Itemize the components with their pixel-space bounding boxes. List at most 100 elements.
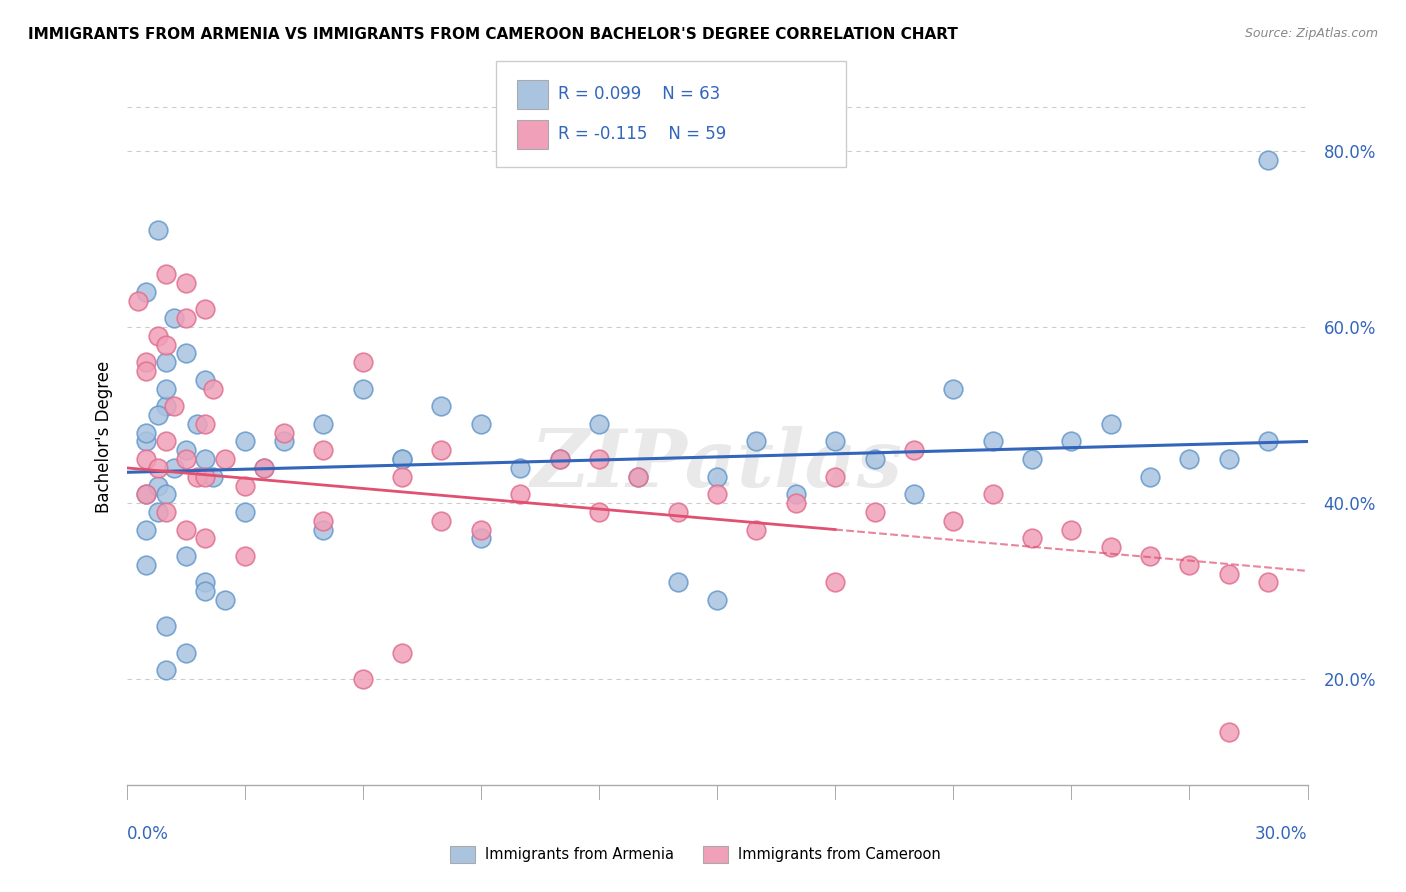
Point [312, 443, 335, 458]
Point [706, 593, 728, 607]
Point [942, 514, 965, 528]
Point [202, 469, 225, 483]
Point [174, 346, 197, 360]
Point [1218, 566, 1240, 581]
Point [146, 223, 169, 237]
Point [352, 382, 374, 396]
Point [135, 558, 157, 572]
Point [155, 664, 177, 678]
Point [312, 417, 335, 431]
Point [470, 417, 492, 431]
Point [352, 673, 374, 687]
Text: 30.0%: 30.0% [1256, 824, 1308, 843]
Point [1178, 452, 1201, 467]
Point [273, 434, 295, 449]
Point [155, 487, 177, 501]
Point [194, 469, 217, 483]
Point [1060, 434, 1083, 449]
Point [785, 487, 807, 501]
Point [391, 469, 413, 483]
Text: 0.0%: 0.0% [127, 824, 169, 843]
Point [1218, 725, 1240, 739]
Point [824, 434, 846, 449]
Point [312, 523, 335, 537]
Point [391, 452, 413, 467]
Point [186, 469, 208, 483]
Point [981, 487, 1004, 501]
Point [1099, 417, 1122, 431]
Point [233, 505, 256, 519]
Point [509, 487, 531, 501]
Point [155, 619, 177, 633]
Point [942, 382, 965, 396]
Point [146, 461, 169, 475]
Point [146, 505, 169, 519]
Point [785, 496, 807, 510]
Point [903, 443, 925, 458]
Point [666, 575, 689, 590]
Point [163, 399, 186, 413]
Point [135, 425, 157, 440]
Point [135, 487, 157, 501]
Point [174, 276, 197, 290]
Point [155, 267, 177, 281]
Point [146, 328, 169, 343]
Point [824, 575, 846, 590]
Point [588, 417, 610, 431]
Point [253, 461, 276, 475]
Point [135, 355, 157, 369]
Point [903, 487, 925, 501]
Point [194, 302, 217, 317]
Point [135, 285, 157, 299]
Text: ZIPatlas: ZIPatlas [531, 426, 903, 504]
Point [706, 469, 728, 483]
Point [1021, 532, 1043, 546]
Point [627, 469, 650, 483]
Point [155, 382, 177, 396]
Point [146, 478, 169, 492]
Point [470, 532, 492, 546]
Point [194, 584, 217, 599]
Point [135, 364, 157, 378]
Point [824, 469, 846, 483]
Point [430, 443, 453, 458]
Text: Source: ZipAtlas.com: Source: ZipAtlas.com [1244, 27, 1378, 40]
Point [174, 452, 197, 467]
Point [127, 293, 149, 308]
Point [1178, 558, 1201, 572]
Point [470, 523, 492, 537]
Point [745, 523, 768, 537]
Point [174, 311, 197, 326]
Point [233, 549, 256, 563]
Point [135, 523, 157, 537]
Point [981, 434, 1004, 449]
Point [1099, 540, 1122, 554]
Point [863, 505, 886, 519]
Text: Immigrants from Cameroon: Immigrants from Cameroon [738, 847, 941, 862]
Point [174, 549, 197, 563]
Point [155, 434, 177, 449]
Point [1021, 452, 1043, 467]
Point [627, 469, 650, 483]
Point [430, 514, 453, 528]
Point [312, 514, 335, 528]
Point [588, 452, 610, 467]
Point [155, 505, 177, 519]
Point [135, 487, 157, 501]
Point [1139, 469, 1161, 483]
Point [391, 452, 413, 467]
Point [194, 575, 217, 590]
Point [194, 532, 217, 546]
Y-axis label: Bachelor's Degree: Bachelor's Degree [94, 361, 112, 513]
Point [548, 452, 571, 467]
Point [1060, 523, 1083, 537]
Point [146, 408, 169, 422]
Point [588, 505, 610, 519]
Point [214, 452, 236, 467]
Point [214, 593, 236, 607]
Point [174, 443, 197, 458]
Point [155, 337, 177, 351]
Point [706, 487, 728, 501]
Text: R = 0.099    N = 63: R = 0.099 N = 63 [558, 85, 720, 103]
Point [253, 461, 276, 475]
